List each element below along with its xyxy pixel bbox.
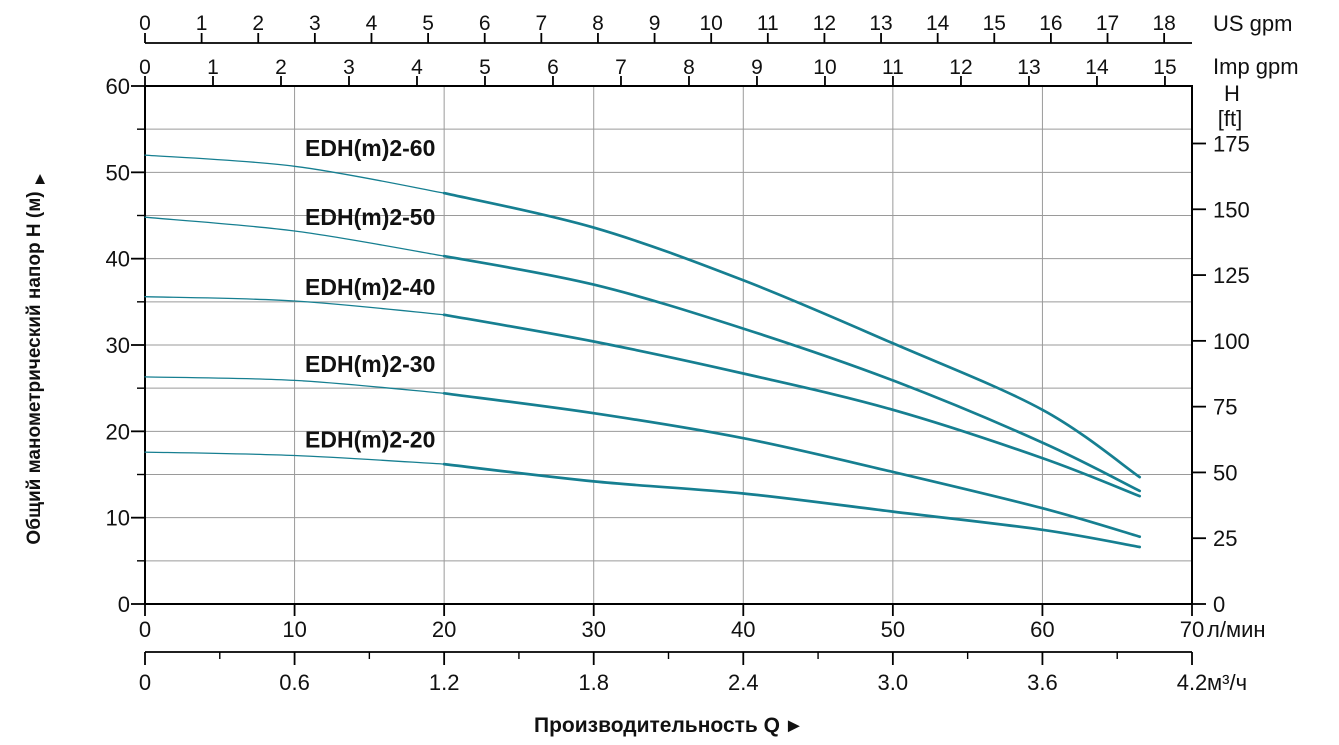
curve-EDH(m)2-50 xyxy=(144,216,445,257)
us-gpm-tick-label: 0 xyxy=(139,12,151,35)
us-gpm-tick-label: 8 xyxy=(592,12,604,35)
imp-gpm-tick-label: 8 xyxy=(683,56,695,79)
curve-label-EDH(m)2-20: EDH(m)2-20 xyxy=(305,427,435,453)
curve-label-EDH(m)2-30: EDH(m)2-30 xyxy=(305,351,435,377)
lmin-tick-label: 10 xyxy=(282,617,306,642)
imp-gpm-tick-label: 13 xyxy=(1017,56,1040,79)
us-gpm-tick-label: 16 xyxy=(1039,12,1062,35)
us-gpm-tick-label: 15 xyxy=(983,12,1006,35)
m3h-tick-label: 2.4 xyxy=(728,670,759,695)
y-axis-title: Общий манометрический напор H (м) xyxy=(24,191,45,544)
curve-label-EDH(m)2-50: EDH(m)2-50 xyxy=(305,204,435,230)
curve-EDH(m)2-30 xyxy=(144,376,445,394)
left-m-tick-label: 20 xyxy=(106,419,130,444)
right-ft-tick-label: 150 xyxy=(1213,197,1250,222)
left-m-tick-label: 30 xyxy=(106,333,130,358)
right-axis-unit-ft: [ft] xyxy=(1218,106,1242,131)
us-gpm-tick-label: 2 xyxy=(252,12,264,35)
right-ft-tick-label: 0 xyxy=(1213,592,1225,617)
curve-EDH(m)2-30 xyxy=(442,391,1142,539)
left-m-tick-label: 0 xyxy=(118,592,130,617)
left-m-tick-label: 10 xyxy=(106,506,130,531)
curve-EDH(m)2-60 xyxy=(144,154,445,194)
curve-EDH(m)2-50 xyxy=(442,254,1142,493)
lmin-tick-label: 30 xyxy=(581,617,605,642)
m3h-tick-label: 4.2 xyxy=(1177,670,1208,695)
us-gpm-tick-label: 9 xyxy=(649,12,661,35)
x-axis-right-arrow-icon: ► xyxy=(784,715,804,737)
us-gpm-unit-label: US gpm xyxy=(1213,11,1292,36)
us-gpm-tick-label: 11 xyxy=(757,12,779,35)
imp-gpm-tick-label: 9 xyxy=(751,56,763,79)
us-gpm-tick-label: 1 xyxy=(196,12,208,35)
lmin-tick-label: 0 xyxy=(139,617,151,642)
imp-gpm-tick-label: 7 xyxy=(615,56,627,79)
us-gpm-tick-label: 5 xyxy=(422,12,434,35)
imp-gpm-tick-label: 1 xyxy=(207,56,219,79)
left-m-tick-label: 60 xyxy=(106,74,130,99)
imp-gpm-tick-label: 12 xyxy=(949,56,972,79)
imp-gpm-tick-label: 14 xyxy=(1085,56,1109,79)
us-gpm-tick-label: 18 xyxy=(1152,12,1175,35)
imp-gpm-tick-label: 11 xyxy=(882,56,904,79)
m3h-tick-label: 3.6 xyxy=(1027,670,1058,695)
lmin-tick-label: 60 xyxy=(1030,617,1054,642)
lmin-unit-label: л/мин xyxy=(1207,617,1266,642)
imp-gpm-unit-label: Imp gpm xyxy=(1213,54,1299,79)
us-gpm-tick-label: 4 xyxy=(366,12,378,35)
x-axis-title: Производительность Q xyxy=(534,714,780,737)
lmin-tick-label: 70 xyxy=(1180,617,1204,642)
right-ft-tick-label: 50 xyxy=(1213,460,1237,485)
imp-gpm-tick-label: 6 xyxy=(547,56,559,79)
imp-gpm-tick-label: 10 xyxy=(813,56,836,79)
right-ft-tick-label: 175 xyxy=(1213,131,1250,156)
curve-EDH(m)2-40 xyxy=(144,296,445,316)
imp-gpm-tick-label: 5 xyxy=(479,56,491,79)
curve-label-EDH(m)2-60: EDH(m)2-60 xyxy=(305,135,435,161)
us-gpm-tick-label: 13 xyxy=(869,12,892,35)
us-gpm-tick-label: 6 xyxy=(479,12,491,35)
right-axis-unit-h: H xyxy=(1224,81,1240,106)
us-gpm-tick-label: 12 xyxy=(813,12,836,35)
curve-EDH(m)2-20 xyxy=(442,462,1142,549)
us-gpm-tick-label: 3 xyxy=(309,12,321,35)
y-axis-up-arrow-icon: ▲ xyxy=(32,169,49,188)
right-ft-tick-label: 125 xyxy=(1213,263,1250,288)
lmin-tick-label: 20 xyxy=(432,617,456,642)
imp-gpm-tick-label: 3 xyxy=(343,56,355,79)
curve-EDH(m)2-40 xyxy=(442,313,1142,498)
left-m-tick-label: 50 xyxy=(106,160,130,185)
m3h-tick-label: 1.8 xyxy=(578,670,609,695)
m3h-tick-label: 0.6 xyxy=(279,670,310,695)
m3h-unit-label: м³/ч xyxy=(1207,670,1247,695)
us-gpm-tick-label: 10 xyxy=(700,12,723,35)
right-ft-tick-label: 25 xyxy=(1213,526,1237,551)
us-gpm-tick-label: 14 xyxy=(926,12,950,35)
right-ft-tick-label: 75 xyxy=(1213,395,1237,420)
curve-EDH(m)2-20 xyxy=(144,451,445,465)
lmin-tick-label: 40 xyxy=(731,617,755,642)
imp-gpm-tick-label: 15 xyxy=(1153,56,1176,79)
lmin-tick-label: 50 xyxy=(881,617,905,642)
m3h-tick-label: 3.0 xyxy=(878,670,909,695)
curve-label-EDH(m)2-40: EDH(m)2-40 xyxy=(305,274,435,300)
imp-gpm-tick-label: 0 xyxy=(139,56,151,79)
curve-EDH(m)2-60 xyxy=(442,191,1142,479)
imp-gpm-tick-label: 4 xyxy=(411,56,423,79)
right-ft-tick-label: 100 xyxy=(1213,329,1250,354)
m3h-tick-label: 1.2 xyxy=(429,670,460,695)
us-gpm-tick-label: 7 xyxy=(535,12,547,35)
us-gpm-tick-label: 17 xyxy=(1096,12,1119,35)
m3h-tick-label: 0 xyxy=(139,670,151,695)
left-m-tick-label: 40 xyxy=(106,247,130,272)
imp-gpm-tick-label: 2 xyxy=(275,56,287,79)
